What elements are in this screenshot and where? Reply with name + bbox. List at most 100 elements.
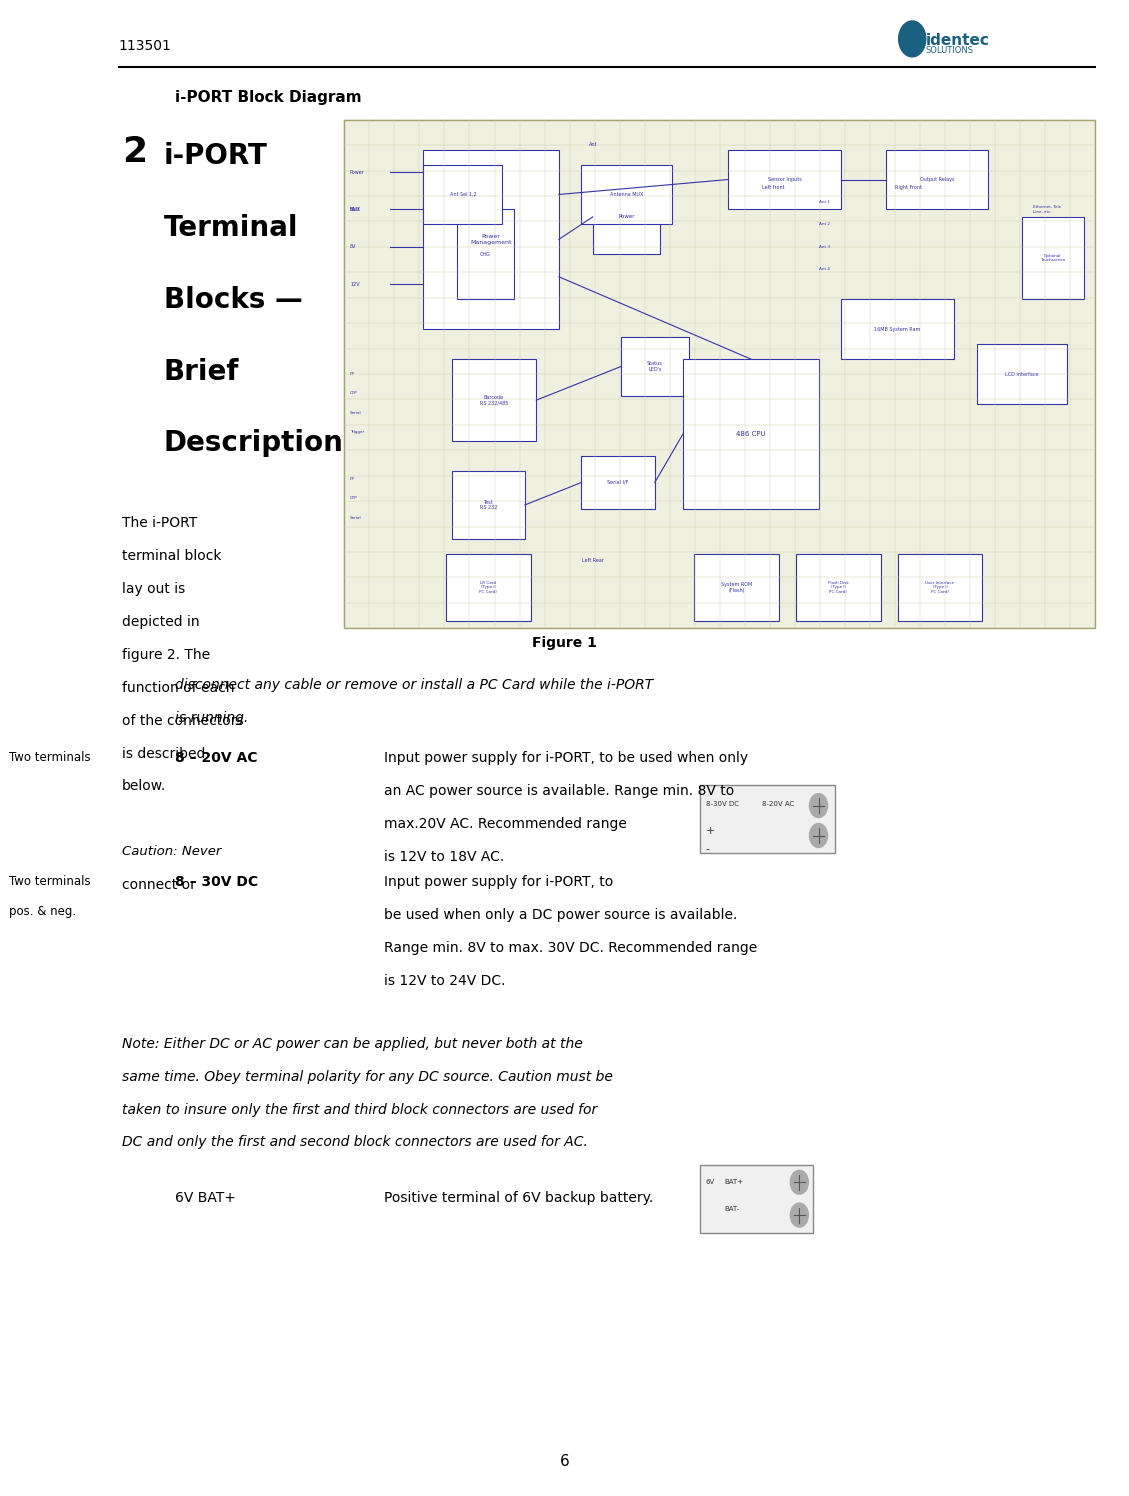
Text: MUX: MUX	[350, 206, 361, 212]
Text: Ethernet, Tele
Line, etc.: Ethernet, Tele Line, etc.	[1033, 205, 1061, 214]
Text: Description: Description	[164, 429, 343, 458]
Text: Power: Power	[619, 214, 634, 220]
Text: be used when only a DC power source is available.: be used when only a DC power source is a…	[384, 908, 737, 922]
FancyBboxPatch shape	[344, 120, 1095, 628]
Text: Ant: Ant	[588, 142, 597, 147]
Text: CYP: CYP	[350, 392, 358, 395]
Bar	[841, 299, 954, 359]
Bar	[457, 209, 514, 299]
Text: disconnect any cable or remove or install a PC Card while the i-PORT: disconnect any cable or remove or instal…	[175, 678, 654, 691]
Text: DC and only the first and second block connectors are used for AC.: DC and only the first and second block c…	[122, 1135, 588, 1149]
Text: Right Front: Right Front	[895, 184, 922, 190]
Text: function of each: function of each	[122, 681, 235, 694]
Text: max.20V AC. Recommended range: max.20V AC. Recommended range	[384, 817, 627, 830]
Text: of the connectors: of the connectors	[122, 714, 244, 727]
Text: connect or: connect or	[122, 878, 195, 892]
Text: taken to insure only the first and third block connectors are used for: taken to insure only the first and third…	[122, 1103, 597, 1116]
Bar	[581, 456, 655, 509]
Text: Two terminals: Two terminals	[9, 875, 90, 889]
Text: Serial: Serial	[350, 516, 361, 519]
Text: identec: identec	[926, 33, 990, 48]
Text: Test
RS 232: Test RS 232	[480, 500, 497, 510]
Text: 12V: 12V	[350, 281, 360, 287]
Bar	[700, 1165, 813, 1233]
Text: Sensor Inputs: Sensor Inputs	[768, 177, 802, 183]
Text: LR Card
(Type II
PC Card): LR Card (Type II PC Card)	[480, 580, 497, 594]
Text: figure 2. The: figure 2. The	[122, 648, 210, 661]
Bar	[694, 554, 779, 621]
Text: Trigger: Trigger	[350, 431, 365, 434]
Text: -: -	[706, 844, 710, 854]
Text: Antenna MUX: Antenna MUX	[610, 191, 644, 197]
Text: 113501: 113501	[119, 39, 172, 52]
Text: Ant 1: Ant 1	[819, 200, 830, 203]
Text: 486 CPU: 486 CPU	[736, 431, 765, 437]
Text: Serial: Serial	[350, 411, 361, 414]
Text: Power
Management: Power Management	[471, 233, 511, 245]
Text: Brief: Brief	[164, 358, 239, 386]
Circle shape	[790, 1203, 808, 1227]
Text: an AC power source is available. Range min. 8V to: an AC power source is available. Range m…	[384, 784, 734, 797]
Text: Caution: Never: Caution: Never	[122, 845, 221, 859]
Text: same time. Obey terminal polarity for any DC source. Caution must be: same time. Obey terminal polarity for an…	[122, 1070, 613, 1083]
Text: 2: 2	[122, 135, 147, 169]
Text: Left Rear: Left Rear	[581, 558, 604, 564]
Bar	[700, 785, 835, 853]
Text: I/P: I/P	[350, 373, 355, 375]
Text: Range min. 8V to max. 30V DC. Recommended range: Range min. 8V to max. 30V DC. Recommende…	[384, 941, 758, 954]
Text: Input power supply for i-PORT, to be used when only: Input power supply for i-PORT, to be use…	[384, 751, 749, 764]
Bar	[1022, 217, 1084, 299]
Text: BAT-: BAT-	[725, 1206, 739, 1212]
Bar	[886, 150, 988, 209]
Text: is 12V to 18V AC.: is 12V to 18V AC.	[384, 850, 505, 863]
Text: 8-20V AC: 8-20V AC	[762, 800, 795, 808]
Bar	[581, 165, 672, 224]
Text: Two terminals: Two terminals	[9, 751, 90, 764]
Bar	[593, 180, 660, 254]
Text: 8 – 20V AC: 8 – 20V AC	[175, 751, 257, 764]
Bar	[728, 150, 841, 209]
Text: Left front: Left front	[762, 184, 785, 190]
Text: Ant 3: Ant 3	[819, 245, 830, 248]
Text: Note: Either DC or AC power can be applied, but never both at the: Note: Either DC or AC power can be appli…	[122, 1037, 583, 1050]
Text: lay out is: lay out is	[122, 582, 185, 595]
Text: CYP: CYP	[350, 497, 358, 500]
Text: is running.: is running.	[175, 711, 248, 724]
Text: Ant Sel 1,2: Ant Sel 1,2	[449, 191, 476, 197]
Text: i-PORT: i-PORT	[164, 142, 268, 171]
Bar	[452, 359, 536, 441]
Text: 6V BAT+: 6V BAT+	[175, 1191, 236, 1204]
Text: SOLUTIONS: SOLUTIONS	[926, 46, 974, 55]
Text: 6: 6	[560, 1454, 569, 1469]
Text: Input power supply for i-PORT, to: Input power supply for i-PORT, to	[384, 875, 613, 889]
Bar	[683, 359, 819, 509]
Bar	[796, 554, 881, 621]
Text: is 12V to 24V DC.: is 12V to 24V DC.	[384, 974, 506, 987]
Text: System ROM
(Flash): System ROM (Flash)	[721, 582, 752, 592]
Circle shape	[809, 823, 828, 847]
Text: below.: below.	[122, 779, 166, 793]
Text: 8-30V DC: 8-30V DC	[706, 800, 738, 808]
Text: terminal block: terminal block	[122, 549, 221, 562]
Text: Output Relays: Output Relays	[920, 177, 954, 183]
Text: Power: Power	[350, 169, 365, 175]
Circle shape	[899, 21, 926, 57]
Text: 6V: 6V	[706, 1179, 715, 1185]
Text: LCD Interface: LCD Interface	[1005, 371, 1039, 377]
Text: i-PORT Block Diagram: i-PORT Block Diagram	[175, 90, 361, 105]
Text: 8 – 30V DC: 8 – 30V DC	[175, 875, 259, 889]
Text: 8V: 8V	[350, 244, 357, 250]
Text: +: +	[706, 826, 715, 836]
Bar	[452, 471, 525, 539]
Circle shape	[809, 794, 828, 817]
Text: Barcode
RS 232/485: Barcode RS 232/485	[480, 395, 508, 405]
Text: is described: is described	[122, 747, 205, 760]
Bar	[423, 150, 559, 329]
Text: I/P: I/P	[350, 477, 355, 480]
Text: depicted in: depicted in	[122, 615, 200, 628]
Text: Figure 1: Figure 1	[532, 636, 597, 649]
Text: Status
LED's: Status LED's	[647, 361, 663, 373]
Text: Flash Disk
(Type II
PC Card): Flash Disk (Type II PC Card)	[828, 580, 849, 594]
Text: pos. & neg.: pos. & neg.	[9, 905, 76, 919]
Bar	[898, 554, 982, 621]
